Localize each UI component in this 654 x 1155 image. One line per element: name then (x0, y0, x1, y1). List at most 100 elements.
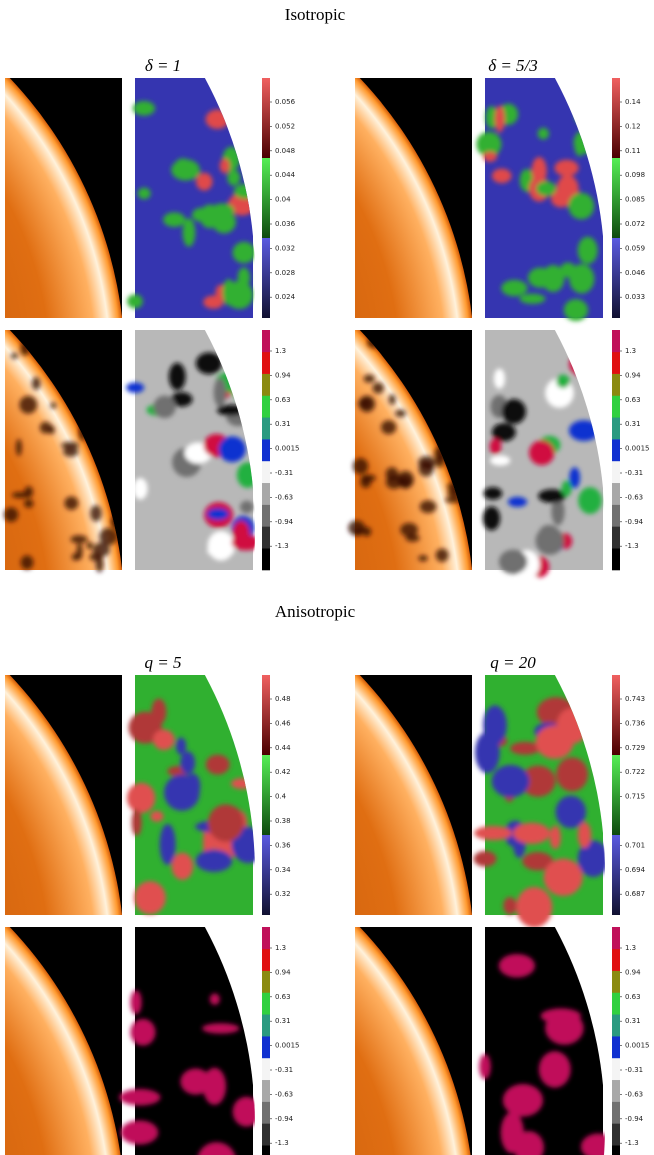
map-blob (183, 218, 196, 246)
map-blob (490, 455, 510, 465)
colorbar-tick-label: 0.14 (625, 98, 641, 106)
map-blob (544, 859, 583, 896)
dark-lane (21, 555, 34, 569)
map-blob (185, 773, 200, 799)
colorbar-tick-label: -0.31 (275, 1066, 293, 1074)
map-blob (529, 440, 554, 465)
map-blob (208, 804, 244, 841)
colorbar-step (262, 417, 270, 439)
colorbar-tick-label: 0.722 (625, 768, 645, 776)
map-blob (231, 535, 260, 551)
map-blob (494, 369, 505, 389)
colorbar-tick-label: 0.38 (275, 817, 291, 825)
colorbar-tick-label: 1.3 (275, 347, 286, 355)
dark-lane (32, 377, 41, 390)
colorbar-step (262, 548, 270, 570)
colorbar-tick-label: 0.46 (275, 719, 291, 727)
colorbar-step (262, 461, 270, 483)
map-blob (474, 826, 512, 840)
colorbar-tick-label: 0.044 (275, 171, 296, 179)
map-blob (206, 755, 230, 775)
map-blob (483, 506, 500, 530)
map (127, 675, 265, 915)
map-blob (132, 809, 142, 835)
colorbar-tick-label: 0.729 (625, 744, 645, 752)
colorbar-step (262, 1102, 270, 1124)
colorbar-step (262, 1014, 270, 1036)
map-blob (207, 508, 229, 520)
map-blob (220, 158, 230, 173)
map-blob (536, 181, 556, 196)
colorbar-fill (262, 675, 270, 915)
colorbar-tick-label: 0.34 (275, 866, 291, 874)
map (126, 330, 260, 570)
colorbar-step (262, 1080, 270, 1102)
colorbar-step (262, 483, 270, 505)
colorbar-tick-label: 0.0015 (275, 445, 300, 453)
dark-lane (24, 499, 33, 508)
dark-lane (381, 420, 396, 434)
colorbar-tick-label: 0.31 (275, 420, 291, 428)
map-blob (163, 212, 185, 227)
dark-lane (50, 402, 56, 408)
colorbar-step (612, 461, 620, 483)
map-blob (211, 203, 235, 218)
map-blob (119, 1089, 160, 1105)
colorbar-step (262, 971, 270, 993)
map-blob (210, 994, 220, 1005)
map-blob (227, 170, 240, 186)
map-blob (139, 712, 150, 740)
colorbar: 1.30.940.630.310.0015-0.31-0.63-0.94-1.3 (262, 330, 300, 570)
dark-lane (358, 398, 371, 409)
colorbar: 1.30.940.630.310.0015-0.31-0.63-0.94-1.3 (612, 330, 650, 570)
dark-lane (19, 396, 37, 414)
map-blob (153, 396, 175, 419)
colorbar-step (612, 1102, 620, 1124)
colorbar-fill (612, 675, 620, 915)
colorbar-tick-label: 0.024 (275, 293, 296, 301)
colorbar-tick-label: -0.63 (625, 1090, 643, 1098)
colorbar-tick-label: 0.44 (275, 744, 291, 752)
dark-lane (86, 542, 92, 550)
map-blob (539, 1051, 571, 1088)
colorbar-tick-label: 0.63 (625, 993, 641, 1001)
panel-title: δ = 1 (145, 56, 181, 75)
map-blob (214, 378, 227, 407)
colorbar-tick-label: 0.4 (275, 793, 287, 801)
colorbar-tick-label: 1.3 (625, 944, 636, 952)
map-blob (203, 1068, 226, 1105)
colorbar-tick-label: 0.94 (275, 371, 291, 379)
intensity-image (355, 78, 472, 318)
map-blob (556, 375, 569, 389)
colorbar-tick-label: 0.0015 (625, 1042, 650, 1050)
colorbar: 1.30.940.630.310.0015-0.31-0.63-0.94-1.3 (262, 927, 300, 1155)
colorbar-step (612, 949, 620, 971)
map (127, 78, 264, 318)
colorbar-tick-label: 0.94 (275, 968, 291, 976)
map-blob (172, 853, 194, 880)
colorbar-fill (612, 78, 620, 318)
map-blob (174, 158, 191, 176)
colorbar: 0.7430.7360.7290.7220.7150.7010.6940.687 (612, 675, 646, 915)
colorbar-fill (262, 78, 270, 318)
map (476, 78, 613, 321)
colorbar-tick-label: 0.11 (625, 147, 641, 155)
colorbar-tick-label: -1.3 (625, 1139, 639, 1147)
colorbar-step (262, 439, 270, 461)
map (479, 927, 615, 1155)
colorbar-step (612, 330, 620, 352)
map-blob (240, 501, 254, 513)
map-blob (560, 263, 576, 278)
map-blob (535, 527, 563, 555)
map-blob (503, 1084, 543, 1117)
map-blob (130, 990, 141, 1014)
colorbar-tick-label: -0.63 (625, 493, 643, 501)
map-blob (554, 160, 578, 176)
colorbar-tick-label: 0.028 (275, 269, 295, 277)
colorbar-step (262, 352, 270, 374)
map-blob (120, 1120, 158, 1144)
dark-lane (90, 505, 101, 521)
dark-lane (40, 422, 52, 434)
map-blob (483, 151, 497, 161)
map-blob (580, 268, 594, 289)
